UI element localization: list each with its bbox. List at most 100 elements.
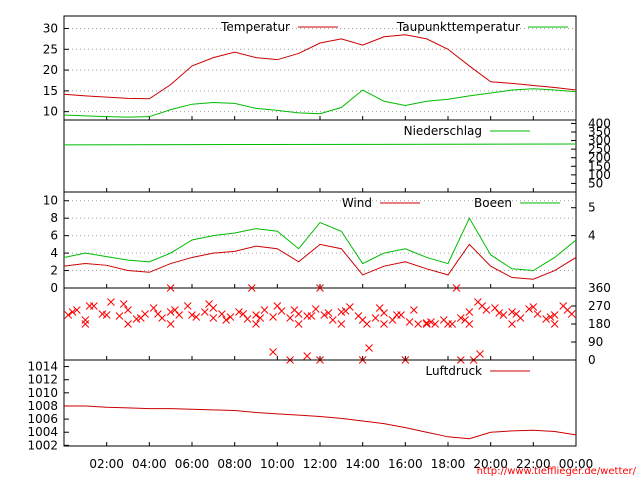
x-tick-label: 18:00 [431,457,466,471]
wind-direction-point [81,316,90,324]
wind-ytick-label: 6 [50,229,58,243]
wind-direction-point [226,313,235,321]
x-tick-label: 02:00 [89,457,124,471]
wind-direction-point [256,314,265,322]
precipitation-legend-label: Niederschlag [404,124,482,138]
temperature-legend-label: Temperatur [220,20,290,34]
wind-direction-point [222,316,230,324]
wind-direction-point [452,284,461,292]
x-tick-label: 04:00 [132,457,167,471]
wind-direction-point [491,304,499,312]
wind-direction-point [286,314,294,322]
wind-direction-point [388,316,397,324]
wind-direction-point [341,307,350,315]
temperature-ytick-label: 20 [43,63,58,77]
wind-ytick-right-label: 5 [588,201,596,215]
wind-direction-point [499,311,508,319]
wind-direction-point [115,312,124,320]
source-url[interactable]: http://www.tiefflieger.de/wetter/ [477,466,637,477]
wind-direction-point [542,315,550,323]
precipitation-ytick-right-label: 250 [588,142,611,156]
wind-direction-point [444,320,452,328]
wind-direction-point [427,318,435,326]
wind-direction-point [235,308,243,316]
x-tick-label: 00:00 [559,457,594,471]
x-tick-label: 16:00 [388,457,423,471]
wind-direction-point [192,313,201,321]
temperature-ytick-label: 10 [43,105,58,119]
wind-legend-label: Boeen [474,196,512,210]
wind-direction-point [303,352,312,360]
wind-direction-point [405,318,414,326]
wind-direction-point [392,311,401,319]
wind-direction-point [550,320,559,328]
wind-legend-label: Wind [342,196,372,210]
wind-direction-point [365,344,373,352]
wind-direction-point [563,306,572,314]
wind-direction-point [154,310,162,318]
wind-direction-ytick-right-label: 0 [588,353,596,367]
wind-direction-point [375,304,384,312]
temperature-series-temperatur [63,34,577,100]
wind-direction-point [273,302,282,310]
precipitation-ytick-right-label: 100 [588,168,611,182]
wind-direction-point [166,284,175,292]
wind-ytick-label: 4 [50,246,58,260]
wind-direction-point [269,313,277,321]
wind-direction-point [320,311,329,319]
wind-ytick-label: 0 [50,281,58,295]
precipitation-ytick-right-label: 300 [588,134,611,148]
wind-direction-point [529,303,538,311]
x-tick-label: 22:00 [516,457,551,471]
wind-direction-point [476,350,484,358]
wind-ytick-label: 8 [50,211,58,225]
wind-direction-point [465,308,474,316]
wind-direction-point [358,316,367,324]
wind-direction-point [166,308,175,316]
temperature-ytick-label: 25 [43,42,58,56]
wind-direction-point [136,314,145,322]
wind-ytick-right-label: 4 [588,229,596,243]
wind-direction-point [311,305,320,313]
pressure-series-luftdruck [64,405,577,440]
wind-direction-point [171,306,179,314]
pressure-ytick-label: 1010 [27,386,58,400]
wind-direction-point [68,308,77,316]
wind-direction-point [316,284,324,292]
x-tick-label: 12:00 [303,457,338,471]
temperature-ytick-label: 15 [43,84,58,98]
precipitation-ytick-right-label: 200 [588,151,611,165]
temperature-legend-label: Taupunkttemperatur [396,20,520,34]
wind-direction-point [422,320,431,328]
wind-direction-point [124,320,132,328]
wind-direction-point [456,314,465,322]
wind-series-wind [63,243,577,280]
temperature-panel: 10 15 20 25 30 Temperatur Taupunkttemperatur [43,15,577,121]
wind-direction-point [328,316,337,324]
wind-ytick-label: 2 [50,264,58,278]
precipitation-ytick-right-label: 50 [588,176,603,190]
wind-direction-frame [63,287,577,361]
wind-direction-point [205,300,213,308]
wind-direction-point [243,315,252,323]
wind-ytick-label: 10 [43,194,58,208]
precipitation-series-niederschlag [63,143,577,146]
wind-direction-point [324,309,333,317]
wind-direction-point [380,320,388,328]
wind-direction-point [508,320,516,328]
pressure-ytick-label: 1006 [27,412,58,426]
wind-direction-point [102,311,111,319]
x-tick-label: 06:00 [175,457,210,471]
wind-direction-point [410,306,418,314]
wind-direction-point [533,310,542,318]
wind-direction-point [371,314,380,322]
wind-direction-point [478,302,486,310]
x-tick-label: 20:00 [473,457,508,471]
wind-direction-ytick-right-label: 180 [588,317,611,331]
wind-direction-point [200,308,209,316]
wind-panel: 0 2 4 6 8 10 4 5 Wind Boeen [43,191,596,295]
wind-direction-point [550,311,559,319]
